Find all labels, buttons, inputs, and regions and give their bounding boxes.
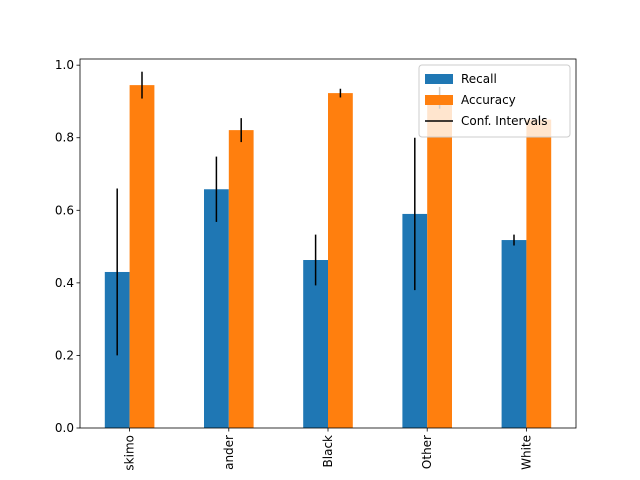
y-tick-label: 0.0 (55, 421, 74, 435)
x-tick-label: ander (222, 435, 236, 470)
x-tick-label: skimo (123, 435, 137, 471)
legend-box (418, 64, 571, 138)
legend-label: Conf. Intervals (461, 114, 548, 128)
y-tick-label: 0.2 (55, 348, 74, 362)
y-tick-label: 0.6 (55, 203, 74, 217)
legend: Recall Accuracy Conf. Intervals (418, 64, 571, 138)
bar (427, 97, 452, 429)
legend-swatch (425, 95, 453, 105)
plot-frame (79, 58, 577, 429)
y-tick-label: 1.0 (55, 58, 74, 72)
y-tick-label: 0.4 (55, 276, 74, 290)
y-tick-label: 0.8 (55, 131, 74, 145)
bar (228, 130, 254, 428)
legend-swatch (425, 74, 453, 84)
bar (328, 93, 353, 428)
bar (204, 189, 229, 428)
bar (129, 85, 155, 428)
legend-label: Recall (461, 72, 497, 86)
x-tick-label: Other (420, 435, 434, 469)
legend-label: Accuracy (461, 93, 516, 107)
bar (526, 119, 552, 428)
bar (501, 240, 527, 428)
bar (303, 260, 328, 428)
x-tick-label: White (519, 435, 533, 470)
x-tick-label: Black (321, 435, 335, 468)
